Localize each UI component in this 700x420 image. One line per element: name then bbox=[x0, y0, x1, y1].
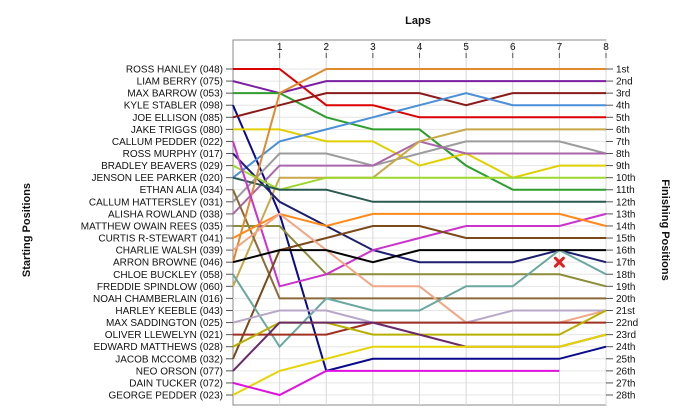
series-line-18 bbox=[232, 212, 607, 239]
starting-label: MAX BARROW (053) bbox=[127, 89, 223, 100]
starting-label: CHLOE BUCKLEY (058) bbox=[113, 270, 223, 281]
starting-label: CALLUM HATTERSLEY (031) bbox=[89, 197, 223, 208]
x-tick-label: 8 bbox=[603, 42, 609, 53]
finishing-position-labels: 1st2nd3rd4th5th6th7th8th9th10th11th12th1… bbox=[606, 65, 638, 402]
series-line-17 bbox=[232, 141, 607, 288]
finishing-label: 10th bbox=[616, 173, 635, 184]
series-line-11 bbox=[232, 152, 607, 264]
starting-position-labels: ROSS HANLEY (048)LIAM BERRY (075)MAX BAR… bbox=[81, 65, 233, 402]
x-marker bbox=[553, 256, 565, 268]
finishing-label: 21st bbox=[616, 306, 635, 317]
finishing-label: 2nd bbox=[616, 77, 633, 88]
x-tick-label: 1 bbox=[277, 42, 283, 53]
finishing-label: 15th bbox=[616, 234, 635, 245]
annotations bbox=[553, 256, 565, 268]
finishing-label: 28th bbox=[616, 391, 635, 402]
series-line-23 bbox=[232, 249, 606, 264]
starting-label: LIAM BERRY (075) bbox=[137, 77, 223, 88]
starting-label: ARRON BROWNE (046) bbox=[113, 258, 223, 269]
finishing-label: 17th bbox=[616, 258, 635, 269]
series-line-28 bbox=[232, 369, 560, 397]
x-axis-ticks: 1 2 3 4 5 6 7 8 bbox=[277, 42, 609, 58]
starting-label: CHARLIE WALSH (039) bbox=[116, 246, 223, 257]
starting-label: ROSS MURPHY (017) bbox=[123, 149, 223, 160]
starting-label: MAX SADDINGTON (025) bbox=[106, 318, 223, 329]
starting-label: JOE ELLISON (085) bbox=[132, 113, 223, 124]
series-line-16 bbox=[232, 68, 606, 263]
series-line-4 bbox=[232, 104, 607, 373]
finishing-label: 8th bbox=[616, 149, 630, 160]
starting-label: JENSON LEE PARKER (020) bbox=[91, 173, 223, 184]
x-marker-stroke bbox=[553, 256, 565, 268]
starting-label: JACOB MCCOMB (032) bbox=[115, 354, 223, 365]
x-tick-label: 5 bbox=[463, 42, 469, 53]
starting-label: GEORGE PEDDER (023) bbox=[109, 391, 223, 402]
series-line-2 bbox=[232, 80, 606, 95]
starting-label: HARLEY KEEBLE (043) bbox=[115, 306, 223, 317]
finishing-label: 26th bbox=[616, 366, 635, 377]
starting-label: DAIN TUCKER (072) bbox=[129, 378, 223, 389]
series-line-19 bbox=[232, 225, 606, 360]
series-line-1 bbox=[233, 68, 606, 119]
series-line-5 bbox=[232, 92, 606, 119]
starting-label: CURTIS R-STEWART (041) bbox=[98, 234, 223, 245]
series-line-6 bbox=[233, 128, 606, 179]
series-line-14 bbox=[232, 164, 606, 191]
finishing-label: 12th bbox=[616, 197, 635, 208]
finishing-label: 22nd bbox=[616, 318, 638, 329]
starting-label: NOAH CHAMBERLAIN (016) bbox=[93, 294, 223, 305]
finishing-label: 20th bbox=[616, 294, 635, 305]
finishing-label: 6th bbox=[616, 125, 630, 136]
x-tick-label: 2 bbox=[323, 42, 329, 53]
x-tick-label: 7 bbox=[557, 42, 563, 53]
starting-label: ALISHA ROWLAND (038) bbox=[108, 209, 223, 220]
finishing-label: 24th bbox=[616, 342, 635, 353]
series-line-21 bbox=[232, 248, 607, 349]
finishing-label: 14th bbox=[616, 221, 635, 232]
series-line-24 bbox=[233, 321, 606, 336]
finishing-label: 4th bbox=[616, 101, 630, 112]
finishing-label: 13th bbox=[616, 209, 635, 220]
chart-title: Laps bbox=[405, 15, 431, 27]
starting-label: JAKE TRIGGS (080) bbox=[131, 125, 223, 136]
series-line-27 bbox=[232, 333, 607, 396]
finishing-label: 19th bbox=[616, 282, 635, 293]
finishing-label: 11th bbox=[616, 185, 635, 196]
starting-label: ROSS HANLEY (048) bbox=[126, 65, 223, 76]
starting-label: OLIVER LLEWELYN (021) bbox=[105, 330, 223, 341]
starting-label: NEO ORSON (077) bbox=[136, 366, 223, 377]
finishing-label: 7th bbox=[616, 137, 630, 148]
finishing-label: 1st bbox=[616, 65, 630, 76]
starting-label: FREDDIE SPINDLOW (060) bbox=[97, 282, 223, 293]
x-tick-label: 6 bbox=[510, 42, 516, 53]
x-tick-label: 3 bbox=[370, 42, 376, 53]
finishing-label: 3rd bbox=[616, 89, 630, 100]
starting-label: ETHAN ALIA (034) bbox=[140, 185, 223, 196]
starting-label: MATTHEW OWAIN REES (035) bbox=[81, 221, 223, 232]
x-tick-label: 4 bbox=[417, 42, 423, 53]
y-axis-label-right: Finishing Positions bbox=[659, 179, 671, 280]
finishing-label: 9th bbox=[616, 161, 630, 172]
series-line-15 bbox=[232, 176, 606, 203]
series-line-13 bbox=[233, 225, 607, 288]
series-line-10 bbox=[232, 128, 606, 287]
series-line-12 bbox=[232, 189, 606, 300]
finishing-label: 5th bbox=[616, 113, 630, 124]
series-line-7 bbox=[232, 92, 606, 179]
finishing-label: 23rd bbox=[616, 330, 636, 341]
starting-label: EDWARD MATTHEWS (028) bbox=[94, 342, 223, 353]
finishing-label: 27th bbox=[616, 378, 635, 389]
finishing-label: 16th bbox=[616, 246, 635, 257]
series-line-8 bbox=[232, 140, 607, 203]
series-lines bbox=[232, 68, 607, 397]
starting-label: BRADLEY BEAVERS (029) bbox=[101, 161, 223, 172]
starting-label: CALLUM PEDDER (022) bbox=[112, 137, 223, 148]
finishing-label: 25th bbox=[616, 354, 635, 365]
finishing-label: 18th bbox=[616, 270, 635, 281]
y-axis-label-left: Starting Positions bbox=[21, 183, 33, 277]
starting-label: KYLE STABLER (098) bbox=[124, 101, 223, 112]
